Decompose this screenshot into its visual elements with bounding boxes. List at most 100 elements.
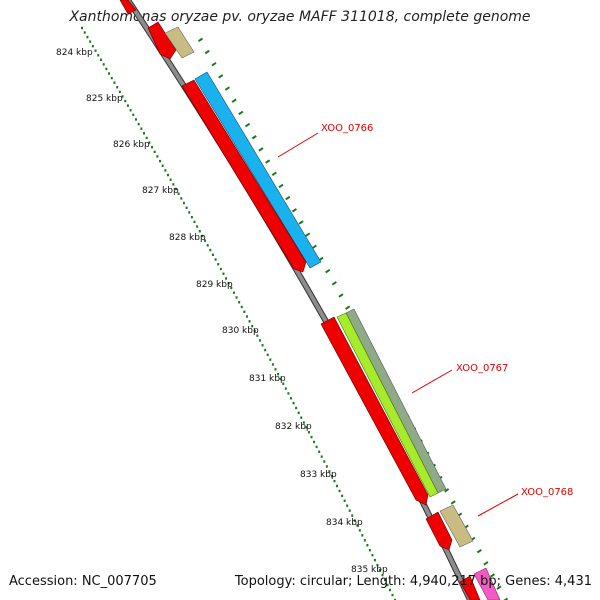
ruler-dot [274,368,277,371]
ruler-dot [248,320,251,323]
ruler-tick-line [81,26,396,600]
feature-gray-green [345,308,447,494]
ruler-label-824: 824 kbp [56,48,93,58]
track-tick [251,135,257,140]
ruler-labels: 824 kbp 825 kbp 826 kbp 827 kbp 828 kbp … [56,48,388,575]
ruler-dot [305,426,308,429]
cds-arrow-bottom [459,575,481,600]
accession-text: Accession: NC_007705 [9,574,157,589]
ruler-dot [193,220,196,224]
gene-label-xoo-0768: XOO_0768 [521,487,573,498]
ruler-dot [271,363,274,366]
ruler-dot [99,58,102,62]
ruler-dot [343,499,346,502]
ruler-dot [211,253,214,257]
ruler-dot [153,150,156,154]
track-tick [204,49,210,55]
track-tick [285,195,291,201]
ruler-dot [277,372,280,376]
ruler-dot [105,67,108,71]
ruler-label-829: 829 kbp [196,280,233,290]
ruler-dot [225,277,228,280]
ruler-label-833: 833 kbp [300,470,337,480]
cds-arrow-top [147,21,177,60]
ruler-dot [266,353,269,357]
track-tick [476,548,482,554]
leader-xoo-0768 [477,493,519,517]
feature-lime [336,312,439,498]
track-tick [231,98,237,103]
ruler-dot [358,529,361,532]
ruler-dot [235,296,238,299]
ruler-dot [118,90,121,94]
leader-xoo-0767 [411,369,453,394]
track-tick [197,37,204,43]
cds-arrow-xoo-0766 [181,79,307,273]
ruler-dot [240,305,243,309]
ruler-dot [164,169,167,172]
ruler-dot [363,539,366,542]
gene-label-xoo-0766: XOO_0766 [321,123,373,134]
ruler-dot [89,40,92,43]
ruler-dot [140,127,143,130]
track-tick [305,232,311,237]
genome-summary-text: Topology: circular; Length: 4,940,217 bp… [234,574,592,589]
feature-blue [194,71,322,269]
ruler-dot [323,460,326,463]
ruler-dot [209,248,212,252]
track-tick [258,147,264,152]
ruler-dot [353,519,356,522]
ruler-dot [132,113,135,117]
ruler-dot [310,435,313,439]
ruler-dot [297,411,300,415]
ruler-dot [83,31,86,34]
ruler-dot [97,54,100,57]
top-features [119,0,195,60]
cds-arrow-top-left [119,0,137,15]
ruler-dot [292,401,295,405]
track-tick [298,220,304,225]
ruler-dot [391,593,394,597]
ruler-dot [227,282,230,285]
ruler-dot [356,524,359,527]
track-tick [244,122,251,128]
ruler-dot [174,187,177,191]
ruler-dot [201,234,204,238]
track-tick [224,86,230,91]
ruler-dot [330,475,333,478]
ruler-dot [137,122,140,126]
ruler-dot [361,534,364,537]
ruler-dot [295,406,298,410]
ruler-dot [143,132,146,135]
ruler-dot [315,445,318,449]
olive-feature-xoo-0768 [439,504,474,548]
ruler-label-831: 831 kbp [249,374,286,384]
ruler-dot [102,63,105,66]
feature-pink [473,567,501,600]
ruler-label-832: 832 kbp [275,422,312,432]
ruler-dot [134,118,137,121]
ruler-dot [180,197,183,200]
ruler-label-834: 834 kbp [326,518,363,528]
ruler-dot [333,479,336,483]
ruler-dot [110,76,113,80]
ruler-dot [151,145,154,149]
ruler-dot [256,334,259,337]
ruler-label-835: 835 kbp [351,565,388,575]
cds-arrow-xoo-0767 [320,316,429,506]
ruler-dot [198,230,201,233]
track-tick [271,171,277,176]
ruler-dot [177,192,180,195]
ruler-dot [185,206,188,209]
ruler-dot [124,99,127,103]
ruler-dot [108,72,111,75]
track-tick [238,110,244,116]
ruler-dot [238,301,241,304]
track-tick [325,268,331,274]
ruler-dot [156,155,159,158]
ruler-dot [341,494,344,498]
track-tick [331,281,337,286]
ruler-dot [394,598,396,600]
ruler-dot [167,173,170,177]
